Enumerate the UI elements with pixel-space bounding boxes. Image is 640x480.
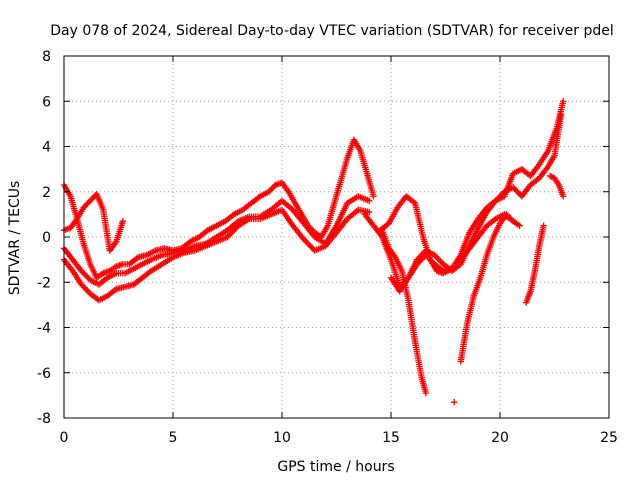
- data-point: [119, 217, 127, 225]
- data-point: [366, 197, 373, 204]
- x-tick-label: 0: [60, 430, 69, 446]
- y-tick-label: 2: [42, 185, 51, 201]
- series-arc-4: [60, 190, 127, 254]
- data-point: [516, 222, 523, 229]
- series-arc-3: [60, 206, 373, 304]
- data-point: [366, 208, 373, 216]
- series-arc-6: [361, 211, 517, 290]
- data-point: [560, 193, 567, 200]
- x-tick-label: 5: [169, 430, 178, 446]
- data-point: [84, 273, 91, 281]
- y-tick-label: 8: [42, 49, 51, 65]
- series-arc-10: [522, 222, 547, 306]
- data-point: [146, 268, 153, 276]
- y-tick-label: 6: [42, 94, 51, 110]
- data-point: [560, 98, 567, 105]
- data-point: [437, 257, 444, 265]
- data-point: [370, 193, 377, 200]
- data-point: [82, 272, 89, 279]
- data-point: [410, 198, 417, 206]
- data-point: [416, 253, 424, 260]
- x-tick-label: 20: [491, 430, 509, 446]
- axis-ticks: 0 5 10 15 20 25 -8 -6 -4 -2 0 2 4 6 8: [37, 49, 618, 446]
- y-tick-label: 4: [42, 140, 51, 156]
- data-point: [540, 222, 547, 229]
- x-axis-label: GPS time / hours: [277, 459, 394, 475]
- series-arc-11: [546, 172, 567, 200]
- data-point: [81, 270, 88, 278]
- data-point: [422, 389, 430, 397]
- series-arc-1: [60, 136, 377, 281]
- x-tick-label: 15: [382, 430, 400, 446]
- data-point: [548, 173, 555, 180]
- y-tick-label: 0: [42, 230, 51, 246]
- y-tick-label: -8: [37, 411, 51, 427]
- data-point: [511, 185, 518, 192]
- series-outlier: [451, 398, 458, 406]
- data-point: [418, 251, 425, 259]
- data-point: [435, 256, 443, 263]
- series-arc-8: [387, 98, 567, 295]
- data-markers: [60, 98, 567, 406]
- y-tick-label: -4: [37, 321, 51, 337]
- x-tick-label: 25: [600, 430, 618, 446]
- series-arc-9: [457, 211, 523, 365]
- data-point: [434, 254, 441, 262]
- chart-title: Day 078 of 2024, Sidereal Day-to-day VTE…: [50, 23, 614, 39]
- data-point: [84, 287, 91, 294]
- data-point: [82, 285, 89, 293]
- x-tick-label: 10: [273, 430, 291, 446]
- grid-lines: [64, 56, 609, 418]
- y-tick-label: -6: [37, 366, 51, 382]
- series-arc-5: [379, 227, 430, 397]
- data-point: [81, 284, 88, 291]
- data-point: [451, 398, 458, 406]
- y-tick-label: -2: [37, 275, 51, 291]
- data-point: [514, 188, 521, 195]
- y-axis-label: SDTVAR / TECUs: [7, 181, 23, 296]
